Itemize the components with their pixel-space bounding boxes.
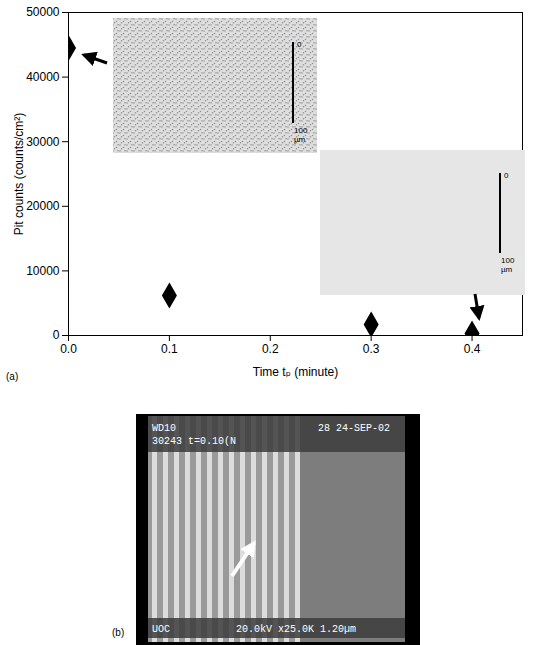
svg-text:28 24-SEP-02: 28 24-SEP-02 <box>318 423 390 434</box>
svg-text:0.0: 0.0 <box>60 342 77 356</box>
svg-text:0.3: 0.3 <box>363 342 380 356</box>
svg-text:0.2: 0.2 <box>262 342 279 356</box>
svg-text:0.4: 0.4 <box>464 342 481 356</box>
svg-text:(a): (a) <box>6 371 18 382</box>
svg-text:Pit counts (counts/cm²): Pit counts (counts/cm²) <box>12 113 26 236</box>
svg-text:40000: 40000 <box>26 70 60 84</box>
svg-text:Time tₚ (minute): Time tₚ (minute) <box>253 365 338 379</box>
svg-text:WD10: WD10 <box>152 423 176 434</box>
svg-text:20.0kV x25.0K 1.20µm: 20.0kV x25.0K 1.20µm <box>236 624 356 635</box>
svg-text:100: 100 <box>501 256 515 265</box>
svg-text:50000: 50000 <box>26 5 60 19</box>
svg-text:0: 0 <box>504 171 509 180</box>
svg-text:20000: 20000 <box>26 199 60 213</box>
svg-text:100: 100 <box>294 126 308 135</box>
svg-text:10000: 10000 <box>26 264 60 278</box>
svg-text:0.1: 0.1 <box>161 342 178 356</box>
svg-text:µm: µm <box>294 135 306 144</box>
svg-text:µm: µm <box>501 265 513 274</box>
svg-text:0: 0 <box>53 328 60 342</box>
svg-text:(b): (b) <box>112 627 124 638</box>
svg-text:30243 t=0.10(N: 30243 t=0.10(N <box>152 436 236 447</box>
svg-text:0: 0 <box>297 40 302 49</box>
svg-text:UOC: UOC <box>152 624 170 635</box>
svg-text:30000: 30000 <box>26 135 60 149</box>
